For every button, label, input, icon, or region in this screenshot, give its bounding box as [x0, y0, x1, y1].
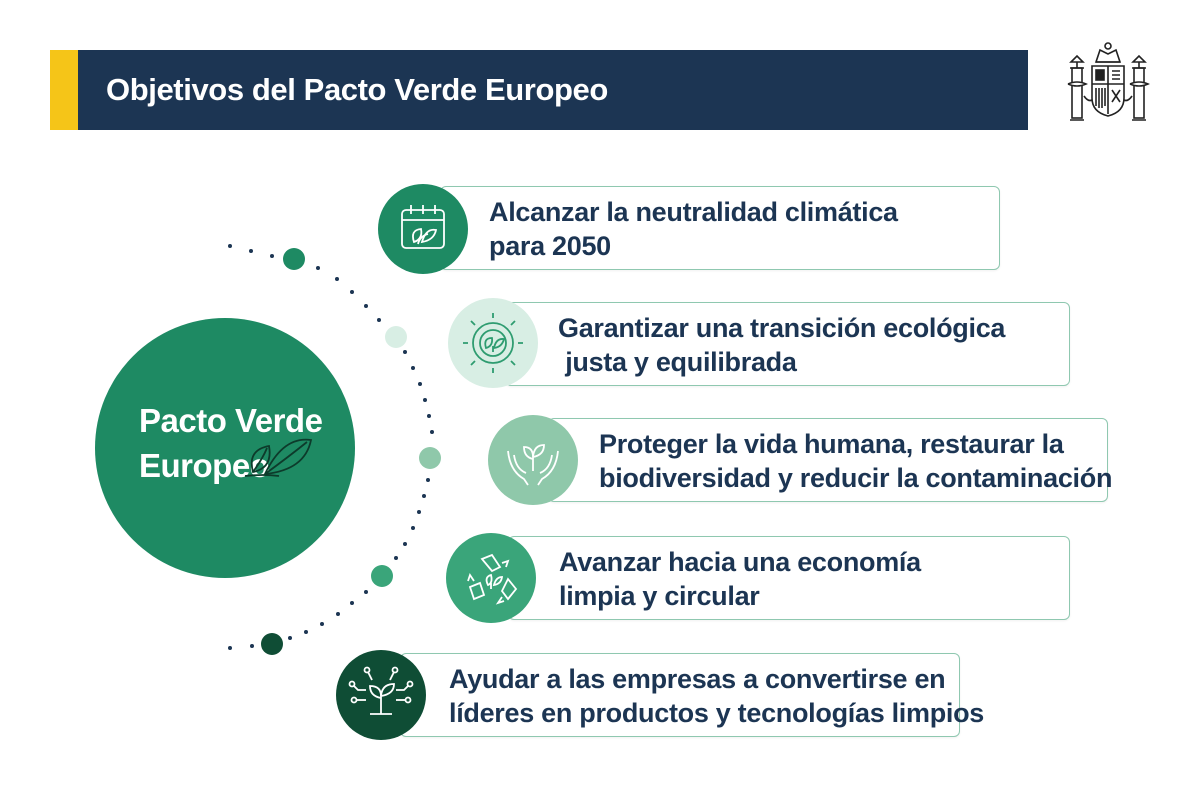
hands-sprout-icon: [488, 415, 578, 505]
objective-text-1: Alcanzar la neutralidad climática para 2…: [489, 195, 898, 263]
hub-title-line-2: Europeo: [139, 447, 270, 484]
objective-4-line-1: Avanzar hacia una economía: [559, 547, 921, 577]
title-accent-bar: [50, 50, 78, 130]
connector-node-4: [371, 565, 393, 587]
objective-1-line-1: Alcanzar la neutralidad climática: [489, 197, 898, 227]
connector-node-3: [419, 447, 441, 469]
recycle-icon: [446, 533, 536, 623]
objective-3-line-1: Proteger la vida humana, restaurar la: [599, 429, 1064, 459]
calendar-leaf-icon: [378, 184, 468, 274]
title-banner: Objetivos del Pacto Verde Europeo: [50, 50, 1028, 130]
objective-4-line-2: limpia y circular: [559, 581, 760, 611]
objective-3-line-2: biodiversidad y reducir la contaminación: [599, 463, 1113, 493]
objective-2-line-2: justa y equilibrada: [558, 347, 797, 377]
objective-text-2: Garantizar una transición ecológica just…: [558, 311, 1005, 379]
central-hub-circle: Pacto Verde Europeo: [95, 318, 355, 578]
hub-title: Pacto Verde Europeo: [139, 398, 339, 488]
objective-card-5: Ayudar a las empresas a convertirse en l…: [400, 653, 984, 737]
objective-1-line-2: para 2050: [489, 231, 611, 261]
leaves-icon: [244, 438, 313, 477]
objective-text-4: Avanzar hacia una economía limpia y circ…: [559, 545, 921, 613]
objective-2-line-1: Garantizar una transición ecológica: [558, 313, 1006, 343]
page-title: Objetivos del Pacto Verde Europeo: [106, 72, 608, 107]
objective-5-line-2: líderes en productos y tecnologías limpi…: [449, 698, 985, 728]
objective-text-3: Proteger la vida humana, restaurar la bi…: [599, 427, 1112, 495]
connector-node-2: [385, 326, 407, 348]
objective-card-1: Alcanzar la neutralidad climática para 2…: [440, 186, 1000, 270]
connector-node-1: [283, 248, 305, 270]
objective-5-line-1: Ayudar a las empresas a convertirse en: [449, 664, 946, 694]
objective-text-5: Ayudar a las empresas a convertirse en l…: [449, 662, 984, 730]
circuit-sprout-icon: [336, 650, 426, 740]
objective-card-3: Proteger la vida humana, restaurar la bi…: [548, 418, 1112, 502]
hub-title-line-1: Pacto Verde: [139, 402, 323, 439]
objective-card-4: Avanzar hacia una economía limpia y circ…: [508, 536, 1070, 620]
coat-of-arms-logo: [1067, 42, 1150, 121]
gear-leaf-icon: [448, 298, 538, 388]
objective-card-2: Garantizar una transición ecológica just…: [505, 302, 1070, 386]
connector-node-5: [261, 633, 283, 655]
